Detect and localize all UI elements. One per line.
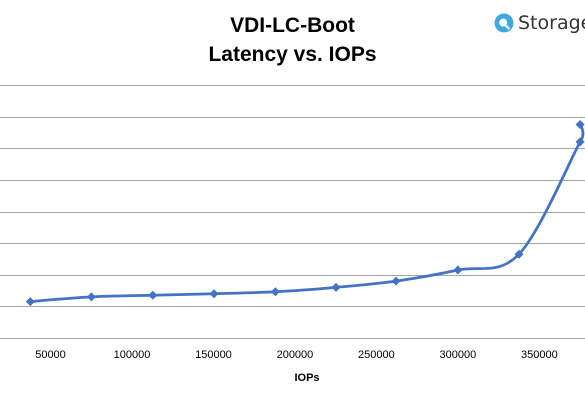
data-point [270,287,280,297]
data-point [575,120,585,129]
x-axis-title: IOPs [294,372,319,384]
data-point [514,249,524,259]
series-line [30,123,585,303]
data-point [86,292,96,302]
data-point [25,297,35,307]
data-point [148,290,158,300]
storage-review-logo: Storage [494,12,585,34]
gridlines [0,85,585,339]
x-tick-label: 100000 [114,349,151,361]
x-tick-label: 300000 [440,349,477,361]
x-tick-label: 350000 [521,349,558,361]
data-point [209,289,219,299]
data-point [453,265,463,275]
data-point [331,282,341,292]
data-point [575,137,585,147]
logo-text: Storage [518,12,585,34]
x-axis-tick-labels: 50000 100000 150000 200000 250000 300000 35000… [35,349,558,361]
x-tick-label: 250000 [358,349,395,361]
x-tick-label: 50000 [35,349,66,361]
data-markers [25,120,585,307]
chart-subtitle: Latency vs. IOPs [208,43,377,66]
x-tick-label: 200000 [277,349,314,361]
x-tick-label: 150000 [195,349,232,361]
chart-title: VDI-LC-Boot [230,14,355,37]
storage-review-logo-icon [494,13,514,33]
data-point [391,276,401,286]
